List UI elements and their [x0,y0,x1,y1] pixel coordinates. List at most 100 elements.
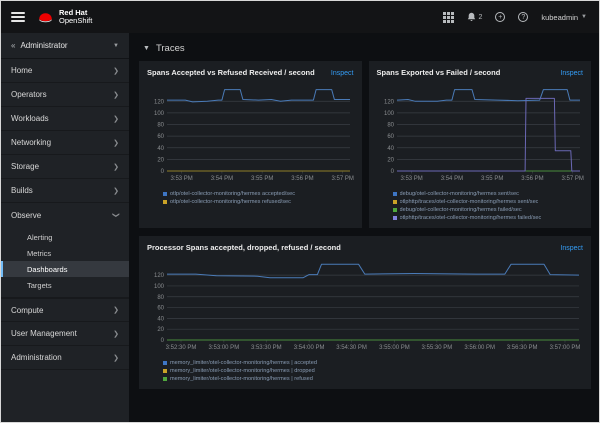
sidebar-item-label: Targets [27,280,52,290]
chevron-right-icon: ❯ [113,115,119,123]
sidebar-item-label: Home [11,66,33,75]
sidebar-item-home[interactable]: Home ❯ [1,59,129,83]
svg-text:3:57 PM: 3:57 PM [332,176,354,182]
legend-item: memory_limiter/otel-collector-monitoring… [163,359,583,367]
svg-text:3:55:00 PM: 3:55:00 PM [379,345,410,351]
notification-count: 2 [478,13,483,21]
sidebar-nav: « Administrator ▼ Home ❯ Operators ❯ Wor… [1,33,129,422]
sidebar-item-alerting[interactable]: Alerting [1,229,129,245]
main-content: ▼ Traces Spans Accepted vs Refused Recei… [129,33,599,422]
brand-line1: Red Hat [59,8,88,18]
svg-text:0: 0 [161,169,165,175]
brand-line2: OpenShift [59,16,93,25]
svg-text:60: 60 [157,306,164,312]
chevron-down-icon: ❯ [112,212,120,218]
legend-item: otlphttp/traces/otel-collector-monitorin… [392,198,584,206]
card-title: Spans Exported vs Failed / second [376,68,501,77]
legend-label: memory_limiter/otel-collector-monitoring… [170,360,317,366]
sidebar-item-dashboards[interactable]: Dashboards [1,261,129,277]
sidebar-item-compute[interactable]: Compute ❯ [1,298,129,322]
nav-toggle-icon[interactable] [11,12,25,22]
chevron-right-icon: ❯ [113,163,119,171]
card-title: Processor Spans accepted, dropped, refus… [147,243,341,252]
app-launcher-icon[interactable] [443,11,455,23]
svg-text:0: 0 [390,169,394,175]
caret-down-icon: ▼ [113,42,119,49]
svg-text:100: 100 [154,111,165,117]
svg-text:3:54 PM: 3:54 PM [440,176,462,182]
legend-item: otlphttp/traces/otel-collector-monitorin… [392,214,584,222]
sidebar-item-builds[interactable]: Builds ❯ [1,179,129,203]
sidebar-item-label: User Management [11,329,77,338]
legend-swatch [392,208,397,212]
notifications-bell-icon[interactable]: 2 [467,12,482,22]
legend-swatch [163,200,167,204]
svg-text:3:54:00 PM: 3:54:00 PM [294,345,325,351]
legend-swatch [392,216,397,220]
svg-text:20: 20 [157,327,164,333]
chart-legend: otlp/otel-collector-monitoring/hermes ac… [147,190,354,206]
legend-label: debug/otel-collector-monitoring/hermes f… [399,207,522,213]
chevron-right-icon: ❯ [113,139,119,147]
card-title: Spans Accepted vs Refused Received / sec… [147,68,315,77]
svg-text:3:56:00 PM: 3:56:00 PM [464,345,495,351]
inspect-link[interactable]: Inspect [560,245,583,252]
sidebar-item-operators[interactable]: Operators ❯ [1,83,129,107]
sidebar-item-user-management[interactable]: User Management ❯ [1,322,129,346]
perspective-switcher[interactable]: « Administrator ▼ [1,33,129,59]
sidebar-item-targets[interactable]: Targets [1,277,129,293]
svg-text:3:54:30 PM: 3:54:30 PM [336,345,367,351]
caret-down-icon: ▼ [581,14,587,20]
legend-swatch [163,192,167,196]
sidebar-item-label: Workloads [11,114,49,123]
sidebar-item-label: Dashboards [27,264,68,274]
sidebar-item-workloads[interactable]: Workloads ❯ [1,107,129,131]
legend-swatch [392,200,397,204]
svg-text:40: 40 [387,146,394,152]
user-menu[interactable]: kubeadmin ▼ [541,13,587,22]
legend-item: debug/otel-collector-monitoring/hermes f… [392,206,584,214]
legend-swatch [392,192,397,196]
svg-text:3:55 PM: 3:55 PM [480,176,502,182]
legend-label: otlphttp/traces/otel-collector-monitorin… [399,215,542,221]
legend-swatch [163,369,167,373]
sidebar-item-label: Operators [11,90,47,99]
legend-label: otlphttp/traces/otel-collector-monitorin… [399,199,539,205]
sidebar-item-metrics[interactable]: Metrics [1,245,129,261]
svg-text:3:56 PM: 3:56 PM [521,176,543,182]
chart-canvas: 0 20 40 60 80 100 120 3:53 PM 3:54 PM 3:55 PM 3:56… [147,80,354,188]
chevron-right-icon: ❯ [113,187,119,195]
sidebar-item-label: Storage [11,162,40,171]
svg-text:3:55 PM: 3:55 PM [251,176,273,182]
sidebar-item-label: Networking [11,138,52,147]
chevron-right-icon: ❯ [113,67,119,75]
legend-item: memory_limiter/otel-collector-monitoring… [163,375,583,383]
chart-legend: memory_limiter/otel-collector-monitoring… [147,359,583,383]
svg-text:3:57 PM: 3:57 PM [561,176,583,182]
svg-text:3:54 PM: 3:54 PM [211,176,233,182]
svg-text:3:53:00 PM: 3:53:00 PM [209,345,240,351]
inspect-link[interactable]: Inspect [560,70,583,77]
legend-item: otlp/otel-collector-monitoring/hermes ac… [163,190,354,198]
svg-text:80: 80 [387,123,394,129]
svg-text:3:53 PM: 3:53 PM [170,176,192,182]
legend-label: otlp/otel-collector-monitoring/hermes re… [170,199,291,205]
help-icon[interactable]: ? [518,12,529,22]
legend-item: otlp/otel-collector-monitoring/hermes re… [163,198,354,206]
chevron-down-icon: ▼ [143,45,150,52]
sidebar-item-networking[interactable]: Networking ❯ [1,131,129,155]
observe-subnav: Alerting Metrics Dashboards Targets [1,227,129,298]
sidebar-item-administration[interactable]: Administration ❯ [1,346,129,370]
chart-canvas: 0 20 40 60 80 100 120 3:52:30 PM 3:53:00 PM 3:53:… [147,255,583,357]
svg-text:40: 40 [157,146,164,152]
sidebar-item-observe[interactable]: Observe ❯ [1,203,129,227]
quick-create-icon[interactable]: + [495,12,506,22]
traces-section-toggle[interactable]: ▼ Traces [143,43,591,54]
inspect-link[interactable]: Inspect [330,70,354,77]
sidebar-item-storage[interactable]: Storage ❯ [1,155,129,179]
chevron-right-icon: ❯ [113,330,119,338]
card-spans-exported-failed: Spans Exported vs Failed / second Inspec… [368,61,591,228]
chevron-right-icon: ❯ [113,91,119,99]
perspective-label: Administrator [20,41,68,50]
